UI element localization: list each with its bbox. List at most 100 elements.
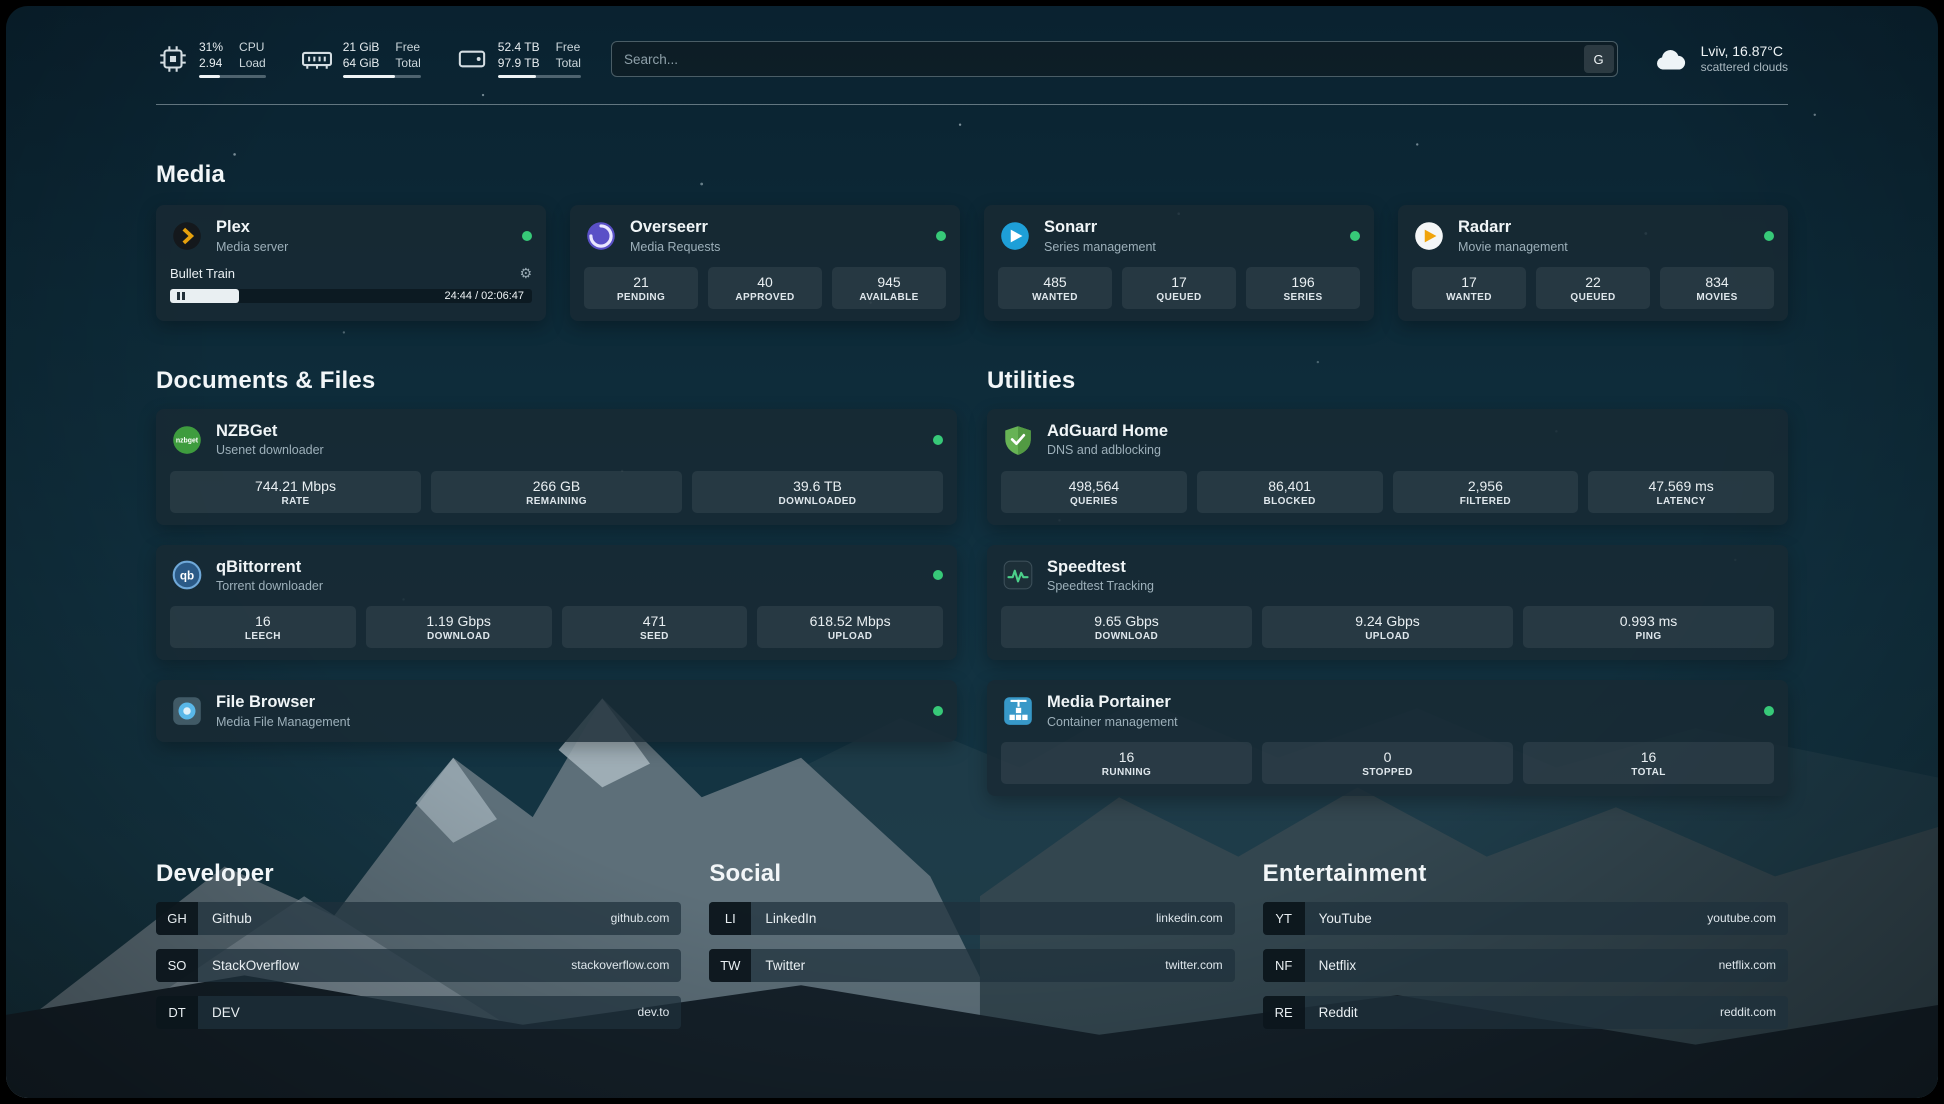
cpu-usage-value: 31%: [199, 40, 224, 54]
qbittorrent-card[interactable]: qb qBittorrent Torrent downloader 16 LEE…: [156, 544, 957, 661]
speedtest-icon: [1003, 561, 1033, 590]
qbittorrent-status-dot: [933, 570, 943, 581]
search-input[interactable]: [623, 51, 1581, 67]
sonarr-stat-queued: 17 QUEUED: [1122, 266, 1236, 309]
overseerr-status-dot: [936, 231, 946, 242]
bookmark-youtube[interactable]: YT YouTube youtube.com: [1262, 901, 1788, 935]
bookmark-dev[interactable]: DT DEV dev.to: [156, 995, 682, 1029]
overseerr-subtitle: Media Requests: [630, 239, 721, 254]
social-heading: Social: [709, 859, 782, 887]
weather-widget: Lviv, 16.87°C scattered clouds: [1652, 42, 1788, 76]
memory-free-label: Free: [395, 40, 421, 54]
radarr-stat-movies: 834 MOVIES: [1660, 266, 1774, 309]
developer-heading: Developer: [156, 859, 274, 887]
bookmark-name: YouTube: [1318, 910, 1372, 926]
pause-icon[interactable]: [177, 291, 185, 300]
nzbget-icon: nzbget: [173, 425, 201, 454]
plex-subtitle: Media server: [216, 239, 289, 254]
portainer-icon: [1004, 697, 1032, 725]
bookmark-reddit[interactable]: RE Reddit reddit.com: [1262, 995, 1788, 1029]
radarr-icon: [1415, 222, 1443, 250]
bookmark-name: LinkedIn: [765, 910, 817, 926]
weather-condition: scattered clouds: [1700, 60, 1788, 75]
bookmark-abbr: TW: [709, 948, 752, 982]
sonarr-status-dot: [1350, 231, 1360, 242]
header-divider: [156, 104, 1788, 106]
bookmark-github[interactable]: GH Github github.com: [156, 901, 682, 935]
filebrowser-status-dot: [933, 706, 943, 717]
portainer-stat-total: 16 TOTAL: [1523, 741, 1774, 784]
entertainment-bookmarks: Entertainment YT YouTube youtube.com NF …: [1262, 860, 1788, 1029]
radarr-subtitle: Movie management: [1458, 239, 1568, 254]
radarr-stat-wanted: 17 WANTED: [1412, 266, 1526, 309]
disk-total-value: 97.9 TB: [497, 55, 540, 70]
plex-card[interactable]: Plex Media server Bullet Train ⚙ 24:44 /…: [156, 205, 546, 321]
plex-settings-gear-icon[interactable]: ⚙: [519, 264, 532, 281]
qbittorrent-stat-leech: 16 LEECH: [170, 606, 356, 649]
utilities-section-heading: Utilities: [987, 366, 1076, 394]
nzbget-card[interactable]: nzbget NZBGet Usenet downloader 744.21 M…: [156, 408, 957, 525]
qbittorrent-subtitle: Torrent downloader: [216, 579, 324, 593]
overseerr-title: Overseerr: [630, 218, 708, 237]
bookmark-twitter[interactable]: TW Twitter twitter.com: [709, 948, 1235, 982]
overseerr-stat-available: 945 AVAILABLE: [832, 266, 946, 309]
portainer-card[interactable]: Media Portainer Container management 16 …: [987, 680, 1788, 796]
speedtest-stat-download: 9.65 Gbps DOWNLOAD: [1001, 606, 1252, 649]
adguard-subtitle: DNS and adblocking: [1047, 443, 1161, 458]
speedtest-card[interactable]: Speedtest Speedtest Tracking 9.65 Gbps D…: [987, 544, 1788, 661]
bookmark-url: reddit.com: [1719, 1005, 1776, 1020]
memory-total-value: 64 GiB: [342, 55, 380, 70]
qbittorrent-icon: qb: [172, 561, 202, 590]
search-provider-button[interactable]: G: [1583, 45, 1614, 74]
bookmark-url: github.com: [610, 911, 670, 926]
overseerr-card[interactable]: Overseerr Media Requests 21 PENDING 40 A…: [570, 205, 960, 321]
adguard-stat-queries: 498,564 QUERIES: [1001, 470, 1187, 513]
radarr-card[interactable]: Radarr Movie management 17 WANTED 22 QUE…: [1398, 205, 1788, 321]
qbittorrent-stat-upload: 618.52 Mbps UPLOAD: [757, 606, 943, 649]
sonarr-card[interactable]: Sonarr Series management 485 WANTED 17 Q…: [984, 205, 1374, 321]
bookmark-url: twitter.com: [1165, 958, 1223, 973]
nzbget-subtitle: Usenet downloader: [216, 443, 324, 458]
media-section: Media Plex Media server: [156, 161, 1788, 321]
nzbget-title: NZBGet: [216, 421, 278, 440]
speedtest-title: Speedtest: [1047, 557, 1126, 576]
plex-title: Plex: [216, 218, 250, 237]
media-section-heading: Media: [156, 161, 226, 189]
speedtest-subtitle: Speedtest Tracking: [1047, 579, 1155, 593]
filebrowser-subtitle: Media File Management: [216, 714, 351, 729]
sonarr-stat-series: 196 SERIES: [1246, 266, 1360, 309]
memory-icon: [301, 51, 332, 69]
bookmark-name: DEV: [212, 1004, 240, 1020]
radarr-stat-queued: 22 QUEUED: [1536, 266, 1650, 309]
adguard-stat-blocked: 86,401 BLOCKED: [1196, 470, 1383, 513]
disk-widget: 52.4 TB Free 97.9 TB Total: [455, 40, 581, 79]
bookmark-url: netflix.com: [1718, 958, 1776, 973]
bookmark-url: youtube.com: [1707, 911, 1776, 926]
plex-progress-bar[interactable]: 24:44 / 02:06:47: [170, 288, 532, 303]
bookmark-linkedin[interactable]: LI LinkedIn linkedin.com: [709, 901, 1235, 935]
portainer-stat-stopped: 0 STOPPED: [1262, 741, 1513, 784]
documents-section: Documents & Files nzbget NZBGet Usenet d…: [156, 367, 957, 796]
bookmark-netflix[interactable]: NF Netflix netflix.com: [1262, 948, 1788, 982]
bookmark-stackoverflow[interactable]: SO StackOverflow stackoverflow.com: [156, 948, 682, 982]
sonarr-stat-wanted: 485 WANTED: [998, 266, 1112, 309]
disk-total-label: Total: [555, 55, 581, 70]
cloud-icon: [1656, 49, 1685, 70]
bookmark-name: Reddit: [1318, 1004, 1358, 1020]
bookmark-name: Netflix: [1318, 957, 1357, 973]
bookmark-abbr: SO: [156, 948, 198, 982]
filebrowser-card[interactable]: File Browser Media File Management: [156, 680, 957, 742]
filebrowser-icon: [173, 697, 201, 725]
adguard-shield-icon: [1005, 425, 1031, 455]
qbittorrent-title: qBittorrent: [216, 557, 302, 576]
plex-time: 24:44 / 02:06:47: [444, 289, 524, 302]
plex-status-dot: [522, 231, 532, 242]
nzbget-status-dot: [933, 434, 943, 445]
sonarr-subtitle: Series management: [1044, 239, 1156, 254]
memory-progress-bar: [342, 75, 421, 79]
radarr-title: Radarr: [1458, 218, 1512, 237]
bookmark-name: StackOverflow: [212, 957, 300, 973]
utilities-section: Utilities AdGuard Home DNS and adblockin…: [987, 367, 1788, 796]
adguard-card[interactable]: AdGuard Home DNS and adblocking 498,564 …: [987, 408, 1788, 525]
system-widgets: 31% CPU 2.94 Load: [156, 40, 581, 79]
